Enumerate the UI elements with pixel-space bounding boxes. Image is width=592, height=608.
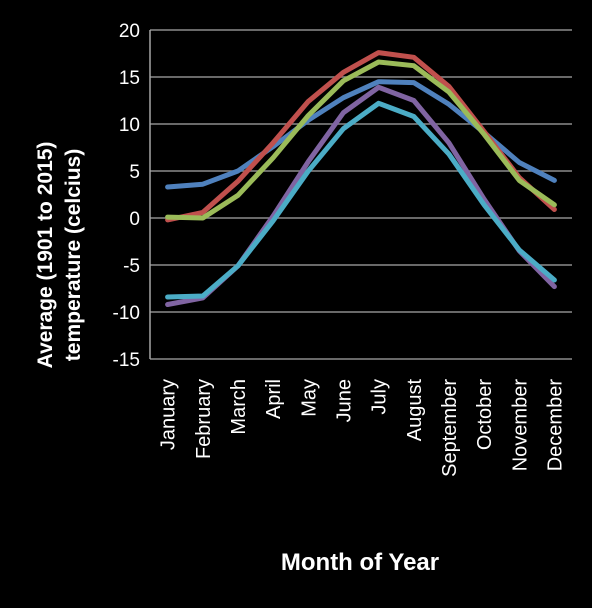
x-tick-label: March xyxy=(228,379,250,435)
series-lines xyxy=(165,50,557,307)
y-tick-label: -5 xyxy=(123,256,140,277)
y-axis-ticks: 20 15 10 5 0 -5 -10 -15 xyxy=(113,21,140,371)
x-tick-label: January xyxy=(158,379,180,450)
x-tick-label: November xyxy=(509,379,531,472)
series-line-5 xyxy=(165,100,557,300)
y-axis-title: Average (1901 to 2015) temperature (celc… xyxy=(34,142,85,369)
x-tick-label: October xyxy=(474,379,496,450)
series-line-4 xyxy=(165,84,557,307)
x-tick-label: July xyxy=(369,379,391,415)
x-tick-label: June xyxy=(333,379,355,422)
x-tick-label: December xyxy=(544,379,566,472)
y-tick-label: 15 xyxy=(119,68,140,89)
x-tick-label: May xyxy=(298,379,320,417)
x-axis-title: Month of Year xyxy=(281,549,439,576)
y-tick-label: 5 xyxy=(129,162,140,183)
y-tick-label: -10 xyxy=(113,303,140,324)
x-tick-label: September xyxy=(439,379,461,477)
x-tick-label: February xyxy=(193,379,215,459)
x-tick-label: April xyxy=(263,379,285,419)
y-tick-label: -15 xyxy=(113,350,140,371)
x-tick-label: August xyxy=(404,379,426,442)
y-tick-label: 10 xyxy=(119,115,140,136)
series-line-3 xyxy=(165,59,557,221)
x-axis-ticks: January February March April May June July Augu… xyxy=(158,379,567,477)
y-tick-label: 0 xyxy=(129,209,140,230)
y-axis-title-line1: Average (1901 to 2015) xyxy=(34,142,57,369)
grid xyxy=(149,29,572,360)
y-axis-title-line2: temperature (celcius) xyxy=(62,149,85,361)
y-tick-label: 20 xyxy=(119,21,140,42)
